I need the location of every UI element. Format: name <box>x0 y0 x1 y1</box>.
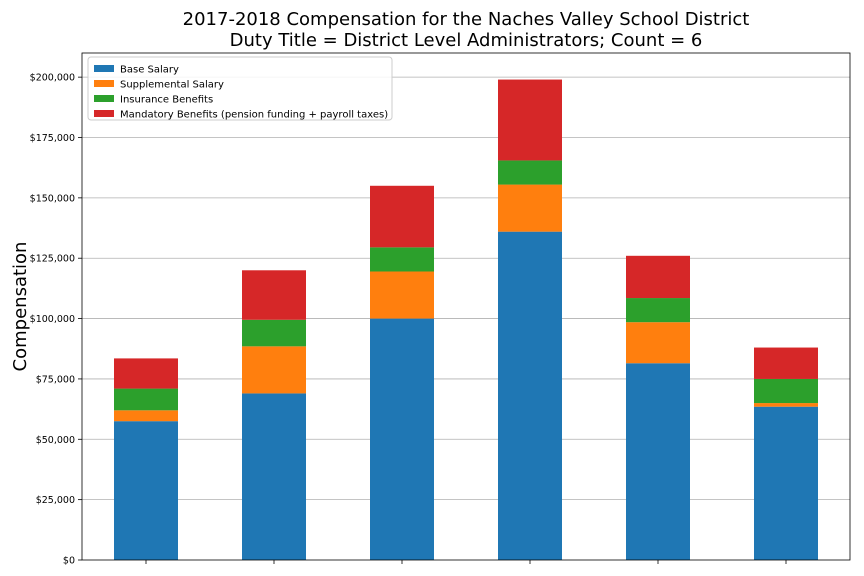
y-tick-label: $75,000 <box>36 374 75 385</box>
bar-segment <box>370 185 434 248</box>
y-axis-label: Compensation <box>10 242 31 372</box>
bar-segment <box>498 79 562 161</box>
bars <box>114 79 818 560</box>
chart-title-line-0: 2017-2018 Compensation for the Naches Va… <box>183 9 750 30</box>
bar-segment <box>114 410 178 422</box>
legend-label: Supplemental Salary <box>120 80 224 91</box>
bar-segment <box>242 319 306 347</box>
y-tick-label: $50,000 <box>36 435 75 446</box>
y-tick-label: $0 <box>63 556 75 567</box>
y-tick-label: $175,000 <box>30 133 75 144</box>
bar-segment <box>498 184 562 232</box>
bar-segment <box>370 318 434 560</box>
y-tick-label: $125,000 <box>30 254 75 265</box>
legend-label: Insurance Benefits <box>120 95 213 106</box>
legend-label: Base Salary <box>120 65 179 76</box>
y-tick-label: $200,000 <box>30 73 75 84</box>
bar-segment <box>626 322 690 364</box>
y-tick-label: $25,000 <box>36 495 75 506</box>
bar-segment <box>626 298 690 323</box>
gridlines <box>82 76 850 501</box>
x-ticks <box>145 560 787 564</box>
bar-segment <box>370 271 434 319</box>
legend: Base Salary Supplemental Salary Insurance … <box>87 56 393 121</box>
bar-segment <box>498 231 562 560</box>
legend-swatch <box>94 95 114 102</box>
chart-title-line-1: Duty Title = District Level Administrato… <box>230 30 703 51</box>
legend-swatch <box>94 110 114 117</box>
bar-segment <box>754 403 818 407</box>
bar-segment <box>498 160 562 185</box>
bar-segment <box>242 346 306 394</box>
bar-segment <box>242 393 306 560</box>
legend-swatch <box>94 80 114 87</box>
legend-label: Mandatory Benefits (pension funding + pa… <box>120 110 388 121</box>
bar-segment <box>626 363 690 560</box>
plot-frame <box>81 52 851 561</box>
chart-title: 2017-2018 Compensation for the Naches Va… <box>183 9 750 51</box>
bar-segment <box>370 247 434 272</box>
bar-segment <box>754 406 818 560</box>
bar-segment <box>242 270 306 320</box>
bar-segment <box>114 388 178 411</box>
bar-segment <box>114 358 178 389</box>
axes <box>81 52 851 561</box>
bar-segment <box>626 255 690 299</box>
bar-segment <box>114 421 178 560</box>
bar-segment <box>754 378 818 404</box>
legend-box <box>87 56 393 121</box>
y-tick-label: $100,000 <box>30 314 75 325</box>
bar-segment <box>754 347 818 379</box>
y-ticks: $0 $25,000 $50,000 $75,000 $100,000 $125,000 $… <box>30 73 82 567</box>
y-tick-label: $150,000 <box>30 193 75 204</box>
legend-swatch <box>94 65 114 72</box>
